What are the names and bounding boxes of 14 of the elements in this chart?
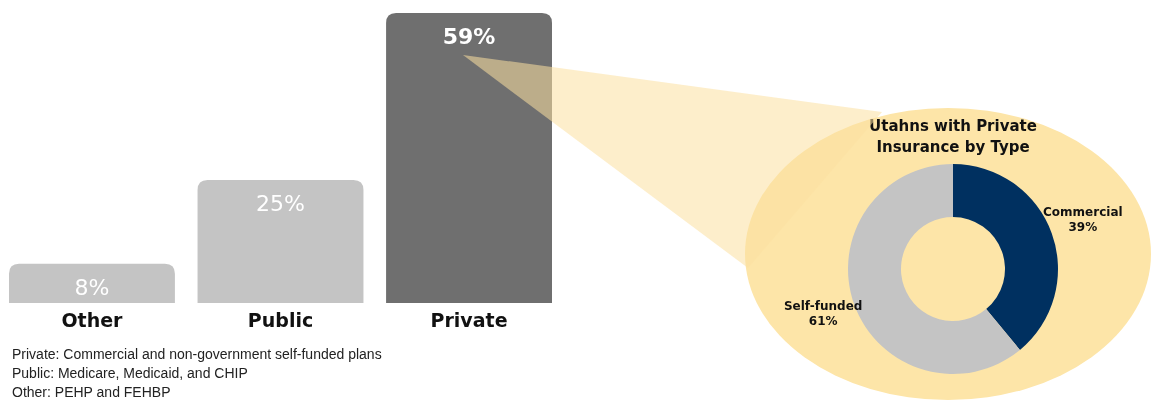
data-label: 61% — [808, 313, 838, 328]
text: Private: Commercial and non-government self-funded plans — [12, 346, 382, 362]
chart-title: Utahns with Private Insurance by Type — [869, 117, 1037, 156]
text: Public: Medicare, Medicaid, and CHIP — [12, 365, 248, 381]
x-tick-label: Public — [247, 309, 314, 331]
x-tick-label: Private — [430, 309, 508, 331]
slice-label: Commercial — [1043, 205, 1123, 220]
slice-label: Self-funded — [783, 298, 863, 313]
data-label: 59% — [442, 24, 496, 49]
data-label: 25% — [256, 191, 305, 217]
text: Other: PEHP and FEHBP — [12, 384, 171, 400]
data-label: 8% — [74, 274, 110, 300]
x-tick-label: Other — [61, 309, 124, 331]
data-label: 39% — [1068, 220, 1098, 235]
